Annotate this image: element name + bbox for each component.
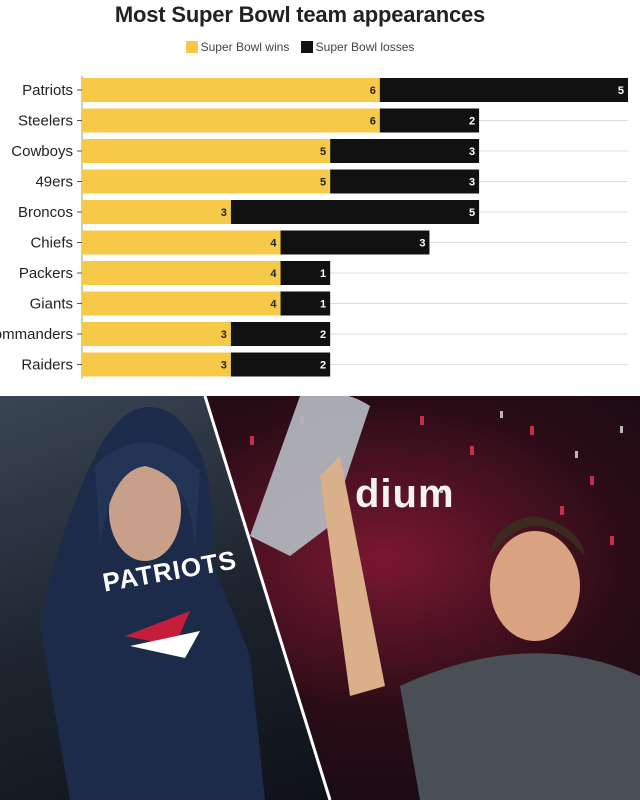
category-label: Raiders xyxy=(21,357,73,374)
legend-label-wins: Super Bowl wins xyxy=(200,40,290,54)
value-label-losses: 5 xyxy=(469,207,475,219)
bar-losses xyxy=(379,78,628,102)
value-label-losses: 1 xyxy=(320,268,326,280)
value-label-losses: 3 xyxy=(469,177,475,189)
bar-losses xyxy=(379,108,480,133)
legend-swatch-wins xyxy=(185,41,198,53)
value-label-wins: 4 xyxy=(270,268,277,280)
category-label: Chiefs xyxy=(30,235,73,252)
bar-losses xyxy=(330,139,480,163)
bar-wins xyxy=(82,261,281,285)
value-label-losses: 5 xyxy=(618,85,624,97)
bar-losses xyxy=(280,291,331,316)
legend-label-losses: Super Bowl losses xyxy=(315,40,415,54)
bar-losses xyxy=(230,200,480,224)
category-label: Cowboys xyxy=(11,143,73,160)
value-label-losses: 3 xyxy=(469,146,475,158)
value-label-wins: 4 xyxy=(270,299,277,311)
bar-chart: Patriots 6 5 Steelers 6 2 Cowboys 5 3 49ers 5 3 Bron… xyxy=(0,76,628,379)
bar-wins xyxy=(82,230,281,255)
value-label-losses: 2 xyxy=(469,116,475,128)
bar-losses xyxy=(280,261,331,285)
value-label-losses: 2 xyxy=(320,329,326,341)
legend-item-wins: Super Bowl wins xyxy=(185,40,290,54)
category-label: Commanders xyxy=(0,326,73,343)
value-label-wins: 6 xyxy=(370,116,376,128)
bar-wins xyxy=(82,200,231,224)
category-label: 49ers xyxy=(35,174,73,191)
value-label-wins: 3 xyxy=(221,329,227,341)
bar-wins xyxy=(82,291,281,316)
chart-panel: Most Super Bowl team appearances Super B… xyxy=(0,0,640,400)
value-label-losses: 3 xyxy=(419,238,425,250)
category-label: Broncos xyxy=(18,204,73,221)
value-label-wins: 3 xyxy=(221,360,227,372)
bar-wins xyxy=(82,322,231,346)
legend-swatch-losses xyxy=(300,41,313,53)
stadium-sign: dium xyxy=(355,472,455,516)
bar-wins xyxy=(82,78,380,102)
bar-losses xyxy=(280,230,430,255)
bar-wins xyxy=(82,352,231,377)
value-label-wins: 5 xyxy=(320,146,326,158)
bar-wins xyxy=(82,108,380,133)
chart-legend: Super Bowl wins Super Bowl losses xyxy=(0,40,600,54)
category-label: Steelers xyxy=(18,113,73,130)
category-label: Patriots xyxy=(22,82,73,99)
category-label: Giants xyxy=(30,296,73,313)
value-label-wins: 5 xyxy=(320,177,326,189)
photo-collage: PATRIOTS dium xyxy=(0,396,640,800)
value-label-wins: 3 xyxy=(221,207,227,219)
category-label: Packers xyxy=(19,265,73,282)
bar-wins xyxy=(82,139,331,163)
bar-losses xyxy=(330,169,480,194)
value-label-wins: 6 xyxy=(370,85,376,97)
chart-title: Most Super Bowl team appearances xyxy=(114,2,486,27)
value-label-losses: 2 xyxy=(320,360,326,372)
bar-losses xyxy=(230,352,331,377)
value-label-losses: 1 xyxy=(320,299,326,311)
bar-wins xyxy=(82,169,331,194)
bar-losses xyxy=(230,322,331,346)
value-label-wins: 4 xyxy=(270,238,277,250)
legend-item-losses: Super Bowl losses xyxy=(300,40,415,54)
